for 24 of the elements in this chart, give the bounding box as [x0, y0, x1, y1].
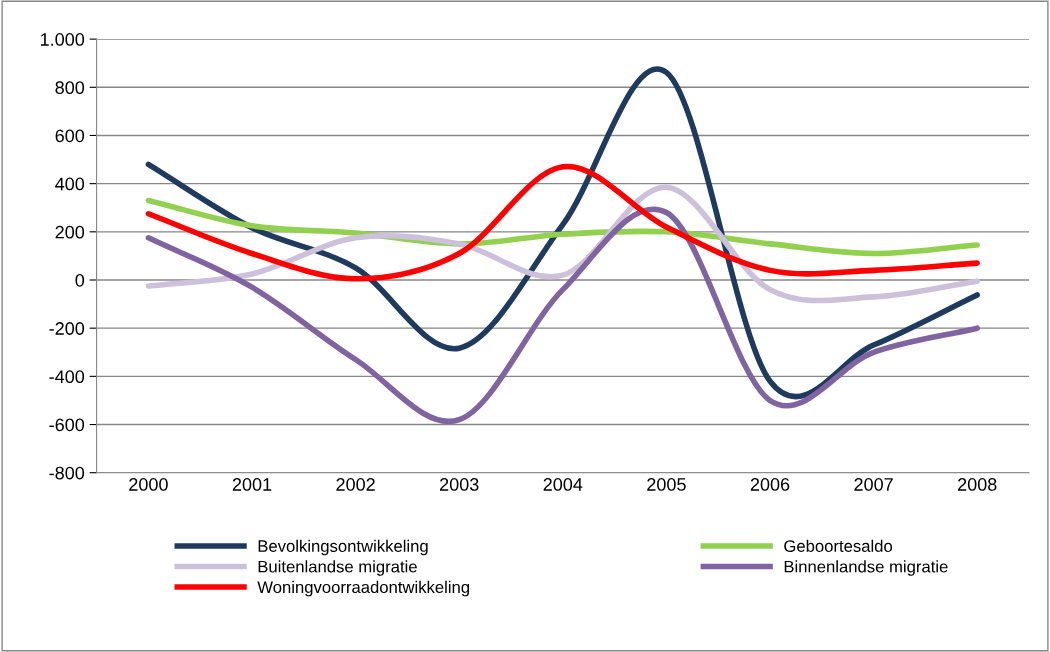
y-tick-label: -800 [49, 466, 85, 480]
x-tick-label: 2001 [232, 478, 272, 491]
x-tick-label: 2006 [750, 478, 790, 491]
y-tick-label: -200 [49, 322, 85, 335]
y-tick-label: 0 [75, 273, 85, 287]
x-tick-label: 2005 [647, 478, 686, 491]
y-tick-label: 200 [55, 225, 85, 239]
x-tick-label: 2000 [129, 478, 168, 491]
y-tick-label: -400 [49, 370, 85, 384]
legend-label: Binnenlandse migratie [784, 560, 948, 576]
legend-label: Geboortesaldo [784, 539, 893, 552]
y-tick-label: 1.000 [40, 33, 85, 46]
x-tick-label: 2003 [440, 478, 479, 491]
x-tick-label: 2002 [336, 478, 375, 491]
x-tick-label: 2004 [543, 478, 583, 491]
y-tick-label: 400 [55, 177, 85, 191]
legend-label: Bevolkingsontwikkeling [258, 539, 428, 556]
y-tick-label: -600 [49, 418, 85, 432]
y-tick-label: 800 [55, 81, 85, 95]
legend-label: Woningvoorraadontwikkeling [257, 580, 470, 597]
x-tick-label: 2007 [854, 478, 893, 491]
y-tick-label: 600 [55, 129, 85, 143]
legend-label: Buitenlandse migratie [258, 560, 417, 576]
x-tick-label: 2008 [958, 478, 997, 491]
